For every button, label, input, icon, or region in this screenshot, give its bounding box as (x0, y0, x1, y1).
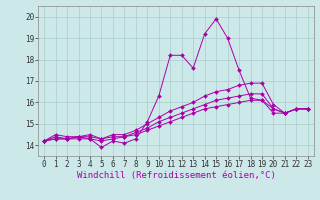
X-axis label: Windchill (Refroidissement éolien,°C): Windchill (Refroidissement éolien,°C) (76, 171, 276, 180)
